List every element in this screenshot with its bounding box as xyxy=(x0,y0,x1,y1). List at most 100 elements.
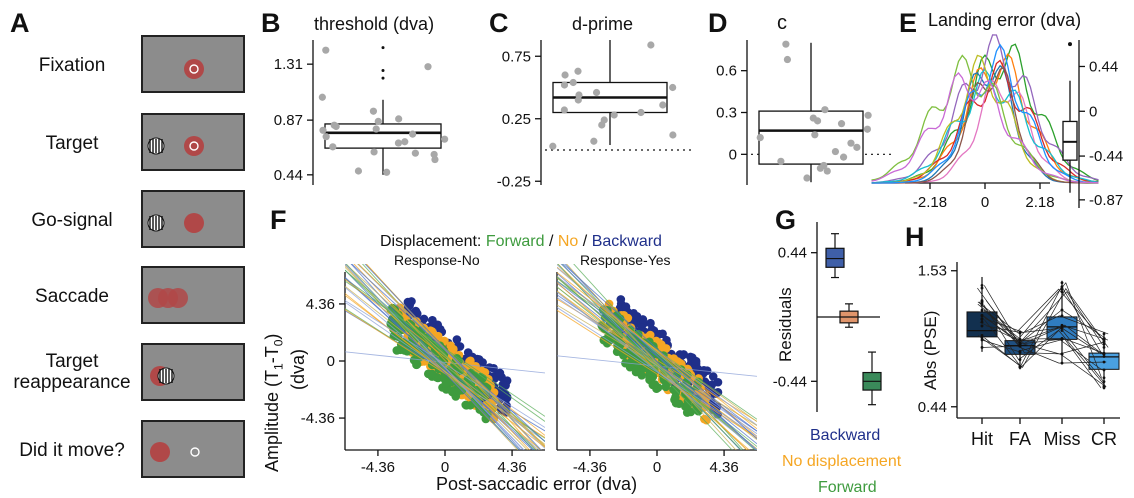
y-tick-label: -0.44 xyxy=(773,373,807,390)
outlier xyxy=(381,69,385,73)
scatter-point xyxy=(632,365,641,375)
panel-label-e: E xyxy=(899,8,918,38)
data-point xyxy=(549,142,557,150)
subject-point xyxy=(1102,360,1106,364)
regression-line xyxy=(345,269,521,450)
regression-line xyxy=(565,264,737,450)
density-curve xyxy=(871,53,1099,184)
y-tick-label: 0 xyxy=(1089,103,1097,120)
subject-point xyxy=(1060,281,1064,285)
scatter-point xyxy=(441,378,451,388)
subject-point xyxy=(980,336,984,340)
data-point xyxy=(598,121,606,129)
subject-point xyxy=(980,346,984,349)
data-point xyxy=(569,78,577,87)
y-tick-label: 0.6 xyxy=(716,63,737,80)
data-point xyxy=(647,41,655,49)
scatter-point xyxy=(461,400,471,410)
scatter-point xyxy=(441,385,451,394)
g-category-backward: Backward xyxy=(810,427,881,444)
data-point xyxy=(395,115,403,123)
y-tick-label: -0.25 xyxy=(497,173,531,190)
scatter-point xyxy=(711,389,721,398)
regression-line xyxy=(560,264,757,450)
fixation-ring xyxy=(189,64,199,74)
subject-point xyxy=(980,300,984,304)
regression-line xyxy=(351,264,545,442)
scatter-point xyxy=(645,330,655,340)
subplot-title-yes: Response-Yes xyxy=(580,252,671,268)
subject-point xyxy=(1102,376,1106,380)
panel-label-b: B xyxy=(261,8,281,38)
y-tick-label: 0.44 xyxy=(1089,58,1118,75)
subject-point xyxy=(980,333,984,337)
panel-label-h: H xyxy=(905,222,925,252)
data-point xyxy=(411,149,419,157)
density-curve xyxy=(871,59,1099,184)
task-step-label: Target reappearance xyxy=(13,351,131,393)
target-dot xyxy=(184,136,204,156)
x-tick-label: 4.36 xyxy=(497,459,526,476)
scatter-point xyxy=(638,363,648,373)
legend-sep-2: / xyxy=(582,233,588,250)
regression-line xyxy=(557,276,756,450)
data-point xyxy=(839,153,848,161)
scatter-point xyxy=(699,365,709,375)
subject-point xyxy=(1102,332,1106,336)
x-tick-label: 0 xyxy=(441,459,449,476)
scatter-layer xyxy=(557,264,757,450)
data-point xyxy=(863,125,872,133)
subject-line xyxy=(984,285,1103,367)
regression-line xyxy=(557,272,757,430)
scatter-point xyxy=(412,360,422,369)
task-step-label: Fixation xyxy=(38,55,106,76)
subject-point xyxy=(980,308,984,312)
y-tick-label: 0 xyxy=(729,146,737,163)
scatter-point xyxy=(637,371,647,380)
y-tick-label: 0.25 xyxy=(502,111,531,128)
task-step-label: Saccade xyxy=(35,286,109,307)
y-tick-label: -0.44 xyxy=(1089,148,1123,165)
scatter-point xyxy=(392,346,402,355)
subject-point xyxy=(980,286,984,290)
x-tick-label: 4.36 xyxy=(709,459,738,476)
scatter-point xyxy=(691,356,701,366)
go-dot xyxy=(184,213,204,233)
scatter-point xyxy=(671,392,680,402)
regression-line xyxy=(557,304,757,426)
saccade-dot xyxy=(168,288,188,308)
chart-e-title: Landing error (dva) xyxy=(928,10,1082,30)
data-point xyxy=(574,96,582,104)
subject-point xyxy=(1060,361,1064,365)
scatter-point xyxy=(646,318,655,328)
legend-backward: Backward xyxy=(591,233,662,250)
x-tick-label: FA xyxy=(1009,429,1031,449)
y-tick-label: 0.44 xyxy=(778,245,807,262)
data-point xyxy=(574,67,582,75)
data-point xyxy=(669,83,677,92)
fixation-dot xyxy=(184,59,204,79)
regression-line xyxy=(557,291,757,450)
data-point xyxy=(637,108,645,117)
panel-label-f: F xyxy=(270,205,287,235)
subject-point xyxy=(1060,285,1064,289)
panel-label-c: C xyxy=(489,8,509,38)
subject-point xyxy=(980,320,984,324)
box xyxy=(825,247,845,268)
subject-point xyxy=(980,283,984,287)
regression-line xyxy=(557,264,733,450)
outlier xyxy=(381,76,385,80)
data-point xyxy=(816,164,824,172)
box xyxy=(1062,120,1078,161)
task-step-label: Did it move? xyxy=(19,440,125,461)
data-point xyxy=(322,46,330,54)
subject-point xyxy=(1060,336,1064,340)
scatter-point xyxy=(661,382,670,392)
outlier xyxy=(381,46,385,50)
subject-line xyxy=(977,287,1103,371)
regression-line xyxy=(345,264,525,450)
data-point xyxy=(610,111,618,119)
data-point xyxy=(823,167,831,175)
subject-point xyxy=(1102,346,1106,349)
data-point xyxy=(669,131,677,139)
